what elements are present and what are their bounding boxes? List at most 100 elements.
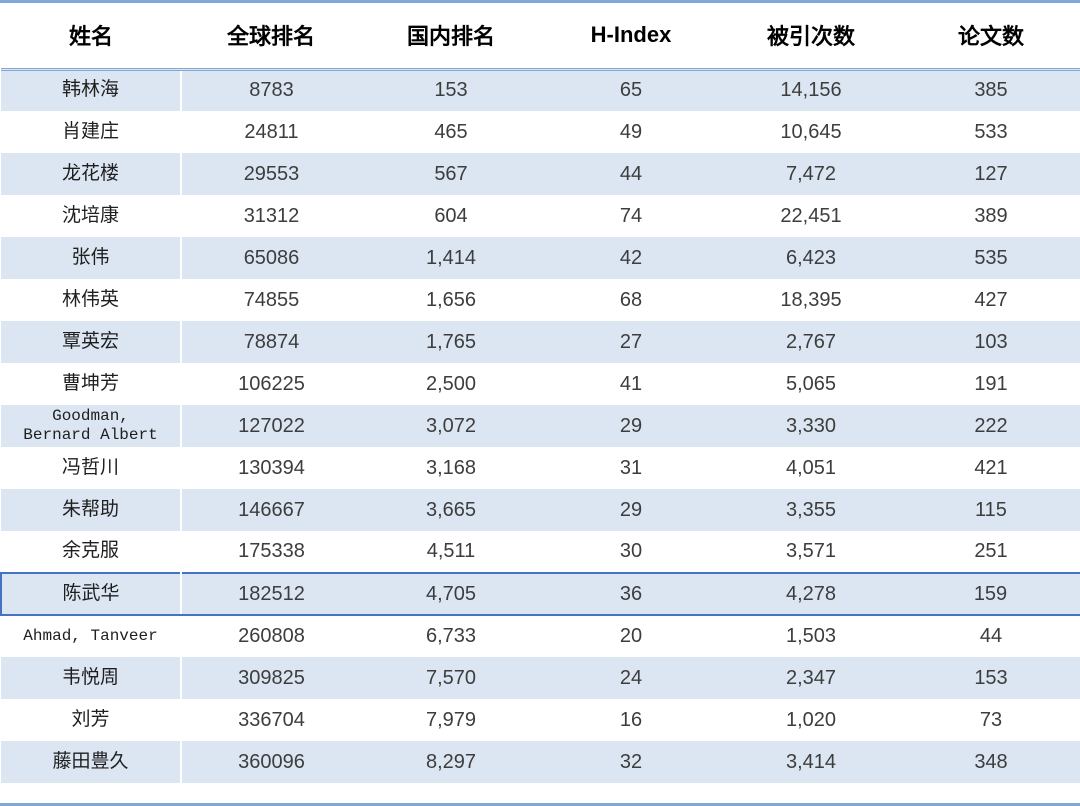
cell-domestic_rank: 3,072 [361,405,541,448]
cell-papers: 385 [901,69,1080,111]
cell-h_index: 65 [541,69,721,111]
table-row[interactable]: 韩林海 8783 153 65 14,156 385 [1,69,1080,111]
cell-h_index: 30 [541,531,721,574]
cell-papers: 535 [901,237,1080,279]
cell-global_rank: 175338 [181,531,361,574]
table-row[interactable]: Ahmad, Tanveer 260808 6,733 20 1,503 44 [1,615,1080,658]
cell-domestic_rank: 6,733 [361,615,541,658]
cell-papers: 222 [901,405,1080,448]
cell-global_rank: 146667 [181,489,361,532]
cell-global_rank: 78874 [181,321,361,363]
table-row[interactable]: 肖建庄 24811 465 49 10,645 533 [1,111,1080,153]
cell-papers: 427 [901,279,1080,321]
cell-name: Goodman, Bernard Albert [1,405,182,448]
cell-citations: 3,355 [721,489,901,532]
cell-citations: 22,451 [721,195,901,237]
header-row: 姓名 全球排名 国内排名 H-Index 被引次数 论文数 [1,3,1080,71]
cell-citations: 3,330 [721,405,901,448]
cell-domestic_rank: 8,297 [361,741,541,784]
cell-citations: 6,423 [721,237,901,279]
table-row[interactable]: 覃英宏 78874 1,765 27 2,767 103 [1,321,1080,363]
cell-papers: 44 [901,615,1080,658]
cell-citations: 10,645 [721,111,901,153]
cell-global_rank: 29553 [181,153,361,195]
cell-global_rank: 127022 [181,405,361,448]
cell-papers: 251 [901,531,1080,574]
cell-global_rank: 336704 [181,699,361,742]
cell-domestic_rank: 153 [361,69,541,111]
cell-domestic_rank: 1,656 [361,279,541,321]
cell-domestic_rank: 1,414 [361,237,541,279]
cell-name: 张伟 [1,237,182,279]
column-header-citations: 被引次数 [721,3,901,71]
column-header-papers: 论文数 [901,3,1080,71]
cell-global_rank: 130394 [181,447,361,490]
cell-h_index: 36 [541,572,721,617]
cell-global_rank: 31312 [181,195,361,237]
table-row[interactable]: 藤田豊久 360096 8,297 32 3,414 348 [1,741,1080,784]
table-row[interactable]: 朱帮助 146667 3,665 29 3,355 115 [1,489,1080,532]
table-row[interactable]: 曹坤芳 106225 2,500 41 5,065 191 [1,363,1080,405]
table-row[interactable]: 龙花楼 29553 567 44 7,472 127 [1,153,1080,195]
table-row[interactable]: 沈培康 31312 604 74 22,451 389 [1,195,1080,237]
cell-h_index: 31 [541,447,721,490]
cell-citations: 1,020 [721,699,901,742]
cell-citations: 18,395 [721,279,901,321]
cell-name: 龙花楼 [1,153,182,195]
cell-papers: 389 [901,195,1080,237]
cell-domestic_rank: 567 [361,153,541,195]
cell-name: 沈培康 [1,195,182,237]
cell-h_index: 44 [541,153,721,195]
cell-papers: 191 [901,363,1080,405]
table-row[interactable]: 张伟 65086 1,414 42 6,423 535 [1,237,1080,279]
cell-name: 林伟英 [1,279,182,321]
cell-h_index: 42 [541,237,721,279]
cell-papers: 115 [901,489,1080,532]
table-row[interactable]: 刘芳 336704 7,979 16 1,020 73 [1,699,1080,742]
table-row[interactable]: 韦悦周 309825 7,570 24 2,347 153 [1,657,1080,700]
cell-domestic_rank: 7,570 [361,657,541,700]
cell-name: 韩林海 [1,69,182,111]
cell-global_rank: 65086 [181,237,361,279]
cell-global_rank: 260808 [181,615,361,658]
cell-h_index: 41 [541,363,721,405]
cell-name: 刘芳 [1,699,182,742]
cell-citations: 4,051 [721,447,901,490]
cell-papers: 533 [901,111,1080,153]
cell-papers: 159 [901,572,1080,617]
table-header: 姓名 全球排名 国内排名 H-Index 被引次数 论文数 [1,3,1080,71]
cell-h_index: 74 [541,195,721,237]
table-row-selected[interactable]: 陈武华 182512 4,705 36 4,278 159 [0,572,1080,617]
cell-name: 余克服 [1,531,182,574]
cell-name: 陈武华 [0,572,182,617]
cell-domestic_rank: 1,765 [361,321,541,363]
cell-papers: 103 [901,321,1080,363]
cell-h_index: 16 [541,699,721,742]
table-row[interactable]: Goodman, Bernard Albert 127022 3,072 29 3,33… [1,405,1080,448]
table-row[interactable]: 林伟英 74855 1,656 68 18,395 427 [1,279,1080,321]
scholar-ranking-table: 姓名 全球排名 国内排名 H-Index 被引次数 论文数 韩林海 8783 153 65 14,… [0,3,1080,784]
cell-global_rank: 182512 [181,572,361,617]
cell-domestic_rank: 7,979 [361,699,541,742]
cell-domestic_rank: 2,500 [361,363,541,405]
cell-name: 韦悦周 [1,657,182,700]
cell-name: Ahmad, Tanveer [1,615,182,658]
cell-papers: 421 [901,447,1080,490]
cell-global_rank: 106225 [181,363,361,405]
cell-domestic_rank: 465 [361,111,541,153]
cell-global_rank: 8783 [181,69,361,111]
cell-h_index: 29 [541,405,721,448]
cell-citations: 2,347 [721,657,901,700]
cell-domestic_rank: 604 [361,195,541,237]
cell-papers: 153 [901,657,1080,700]
cell-h_index: 27 [541,321,721,363]
cell-name: 藤田豊久 [1,741,182,784]
cell-domestic_rank: 4,705 [361,572,541,617]
table-row[interactable]: 冯哲川 130394 3,168 31 4,051 421 [1,447,1080,490]
column-header-h_index: H-Index [541,3,721,71]
cell-citations: 4,278 [721,572,901,617]
cell-citations: 3,571 [721,531,901,574]
table-row[interactable]: 余克服 175338 4,511 30 3,571 251 [1,531,1080,574]
cell-global_rank: 74855 [181,279,361,321]
cell-citations: 3,414 [721,741,901,784]
